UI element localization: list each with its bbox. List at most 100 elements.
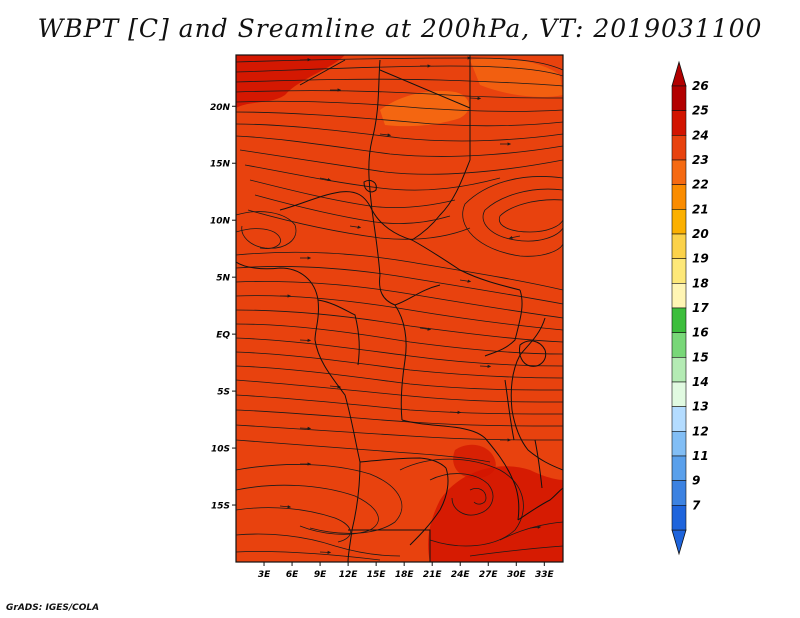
colorbar-label: 20 — [692, 227, 709, 241]
lon-tick-label: 27E — [479, 570, 499, 580]
streamline — [236, 394, 563, 415]
footer-credit: GrADS: IGES/COLA — [6, 603, 100, 613]
streamline — [236, 281, 563, 319]
colorbar-label: 17 — [692, 301, 709, 315]
border — [394, 304, 407, 421]
streamline — [236, 424, 563, 441]
streamline — [236, 78, 563, 87]
border — [411, 108, 471, 241]
lat-tick-label: 10N — [210, 217, 231, 227]
wbpt-shading-patches — [236, 55, 563, 562]
colorbar-label: 21 — [692, 202, 709, 216]
colorbar-label: 9 — [692, 474, 700, 488]
streamline — [244, 164, 501, 191]
streamline — [399, 458, 524, 547]
streamline — [236, 90, 563, 99]
streamline — [236, 111, 563, 127]
streamline — [236, 211, 297, 249]
streamline — [236, 266, 563, 305]
lake-malawi — [534, 439, 543, 489]
lat-tick-label: 15S — [211, 502, 230, 512]
colorbar-swatch — [671, 307, 687, 333]
streamline — [236, 251, 563, 291]
colorbar-label: 14 — [692, 375, 709, 389]
plot-frame — [235, 54, 564, 563]
colorbar-label: 26 — [692, 79, 709, 93]
colorbar-swatch — [671, 110, 687, 136]
streamline — [236, 533, 401, 557]
border — [484, 437, 520, 521]
colorbar-swatch — [671, 357, 687, 383]
map-title: WBPT [C] and Sreamline at 200hPa, VT: 20… — [37, 14, 763, 43]
streamline — [482, 188, 563, 242]
colorbar-swatch — [671, 431, 687, 457]
border — [348, 529, 431, 562]
streamline — [469, 545, 563, 557]
colorbar-label: 22 — [692, 178, 709, 192]
lon-tick-label: 30E — [507, 570, 527, 580]
colorbar-label: 24 — [692, 128, 709, 142]
lat-tick-label: 5N — [216, 274, 230, 284]
lake-tanganyika — [504, 379, 515, 441]
colorbar-high-end — [671, 60, 687, 87]
lon-tick-label: 3E — [258, 570, 271, 580]
streamline — [236, 135, 563, 157]
flow-arrows — [279, 58, 542, 554]
border — [368, 59, 381, 276]
colorbar-swatch — [671, 381, 687, 407]
lake-victoria — [519, 340, 547, 367]
border — [484, 289, 523, 357]
streamline — [236, 56, 563, 71]
coastline-west — [236, 261, 361, 562]
lon-tick-label: 18E — [395, 570, 415, 580]
lon-tick-label: 9E — [314, 570, 327, 580]
colorbar-swatch — [671, 184, 687, 210]
streamline — [236, 351, 563, 379]
colorbar-swatch — [671, 406, 687, 432]
latitude-axis: 20N 15N 10N 5N EQ 5S 10S 15S — [210, 103, 236, 512]
streamline — [236, 228, 281, 249]
lake-chad — [363, 179, 377, 193]
streamline — [498, 199, 563, 233]
warm-patch-southeast — [428, 466, 563, 562]
streamline — [236, 337, 563, 367]
streamline — [236, 551, 381, 561]
lat-tick-label: 20N — [210, 103, 231, 113]
lon-tick-label: 6E — [286, 570, 299, 580]
colorbar-swatch — [671, 480, 687, 506]
colorbar-label: 13 — [692, 400, 709, 414]
lat-tick-label: 15N — [210, 160, 231, 170]
streamline — [236, 365, 563, 391]
lat-tick-label: EQ — [216, 331, 230, 341]
streamline — [236, 65, 563, 77]
border — [359, 457, 447, 469]
colorbar-label: 16 — [692, 326, 709, 340]
border — [317, 299, 360, 366]
streamline — [236, 484, 379, 535]
colorbar-label: 23 — [692, 153, 709, 167]
streamline — [236, 309, 563, 343]
colorbar-low-end — [671, 529, 687, 556]
border — [279, 191, 373, 211]
streamline — [236, 379, 563, 403]
streamline — [236, 123, 563, 142]
colorbar-label: 15 — [692, 350, 709, 364]
colorbar-swatch — [671, 135, 687, 161]
streamline — [247, 209, 471, 240]
streamline — [236, 507, 351, 543]
border — [371, 209, 521, 291]
border — [401, 419, 486, 439]
streamline — [462, 176, 563, 257]
plot-area — [236, 55, 563, 562]
colorbar-label: 12 — [692, 424, 709, 438]
colorbar: 26 25 24 23 22 21 20 19 18 17 16 15 14 13 12 11 9 7 — [671, 60, 709, 556]
streamline — [239, 149, 563, 175]
colorbar-swatch — [671, 233, 687, 259]
streamline — [236, 439, 491, 463]
streamline — [469, 488, 487, 505]
country-borders — [236, 55, 563, 562]
lat-tick-label: 5S — [217, 388, 230, 398]
colorbar-swatch — [671, 332, 687, 358]
lon-tick-label: 21E — [423, 570, 443, 580]
